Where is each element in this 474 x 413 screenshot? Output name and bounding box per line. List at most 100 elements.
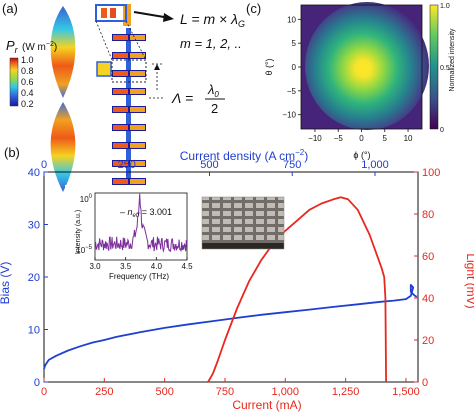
pr-unit: (W m−2) — [22, 41, 57, 53]
grating-segment — [130, 125, 145, 130]
grating-bar — [112, 88, 146, 95]
panel-b: (b) Current density (A cm−2) 0 250 500 750 1… — [0, 145, 474, 412]
pr-colorbar — [9, 57, 19, 107]
left-y-tick-label: 40 — [28, 167, 40, 179]
eq-mode-order: m = 1, 2, .. — [180, 36, 242, 51]
x-tick-label: 1,250 — [332, 386, 360, 398]
eq-period-denominator: 2 — [211, 101, 218, 116]
mode-lobe-top — [50, 6, 76, 98]
grating-segment — [130, 35, 145, 40]
pr-colorbar-tick: 0.2 — [21, 99, 34, 109]
inset-frame — [94, 192, 188, 261]
panel-b-label: (b) — [4, 145, 20, 160]
far-field-x-tick-label: 10 — [404, 134, 413, 143]
left-axis-title: Bias (V) — [0, 262, 12, 305]
grating-bar — [112, 70, 146, 77]
intensity-colorbar-tick: 1.0 — [440, 3, 450, 10]
far-field-y-tick-label: −10 — [282, 111, 296, 120]
grating-segment — [130, 53, 145, 58]
pr-colorbar-tick: 0.6 — [21, 77, 34, 87]
left-y-tick-label: 0 — [34, 377, 40, 389]
grating-bar — [112, 178, 146, 185]
intensity-colorbar — [429, 4, 439, 130]
inset-y-tick-label: 10−5 — [76, 245, 92, 255]
inset-y-tick-label: 100 — [80, 194, 93, 204]
device-schematic — [95, 4, 147, 193]
grating-segment — [113, 107, 128, 112]
inset-annotation: – neff = 3.001 — [120, 207, 172, 219]
panel-a-label: (a) — [2, 1, 18, 16]
grating-bar — [112, 160, 146, 167]
top-x-tick-label: 1,000 — [361, 159, 389, 171]
far-field-xlabel: ϕ (°) — [353, 150, 370, 160]
grating-bar — [112, 142, 146, 149]
far-field-x-tick-label: −10 — [308, 134, 322, 143]
inset-xlabel: Frequency (THz) — [109, 272, 169, 281]
far-field-y-tick-label: −5 — [287, 87, 297, 96]
far-field-x-tick-label: −5 — [334, 134, 344, 143]
grating-segment — [130, 179, 145, 184]
grating-segment — [113, 53, 128, 58]
top-axis-title: Current density (A cm−2) — [180, 148, 309, 163]
grating-bar — [112, 34, 146, 41]
right-y-tick-label: 20 — [422, 335, 434, 347]
pr-colorbar-tick: 0.4 — [21, 88, 34, 98]
x-tick-label: 750 — [216, 386, 234, 398]
intensity-colorbar-tick: 0 — [440, 127, 444, 134]
far-field-y-tick-label: 5 — [292, 39, 297, 48]
grating-segment — [113, 179, 128, 184]
panel-c-label: (c) — [246, 1, 261, 16]
intensity-colorbar-tick: 0.5 — [440, 65, 450, 72]
x-tick-label: 500 — [155, 386, 173, 398]
inset-spectrum: 3.0 3.5 4.0 4.5 100 10−5 – neff = 3.001 Frequ… — [65, 185, 205, 281]
light-curve — [207, 196, 387, 383]
inset-ylabel: Intensity (a.u.) — [75, 210, 82, 254]
bias-curve — [43, 284, 418, 370]
grating-segment — [113, 89, 128, 94]
grating-segment — [113, 125, 128, 130]
inset-x-tick-label: 4.5 — [181, 262, 193, 271]
x-axis-title: Current (mA) — [232, 398, 301, 412]
right-y-tick-label: 80 — [422, 209, 434, 221]
far-field-ylabel: θ (°) — [264, 58, 274, 75]
grating-segment — [113, 71, 128, 76]
eq-cavity-length: L = m × λG — [180, 11, 245, 29]
pr-colorbar-ticks: 1.00.80.60.40.2 — [21, 55, 34, 109]
left-y-tick-label: 30 — [28, 220, 40, 232]
eq-period-numerator: λ0 — [207, 82, 219, 99]
far-field-y-tick-label: 0 — [292, 63, 297, 72]
grating-bar — [112, 106, 146, 113]
pr-colorbar-tick: 0.8 — [21, 66, 34, 76]
grating-segment — [130, 143, 145, 148]
x-tick-label: 250 — [95, 386, 113, 398]
spectrum-curve — [94, 193, 188, 253]
right-y-tick-label: 100 — [422, 167, 440, 179]
grating-segment — [130, 71, 145, 76]
top-x-tick-label: 250 — [118, 159, 136, 171]
x-tick-label: 0 — [41, 386, 47, 398]
right-y-tick-label: 60 — [422, 251, 434, 263]
x-tick-label: 1,000 — [272, 386, 300, 398]
mode-lobe-bottom — [50, 102, 76, 192]
left-y-tick-label: 20 — [28, 272, 40, 284]
top-x-tick-label: 750 — [283, 159, 301, 171]
far-field-beam — [305, 2, 429, 130]
far-field-x-tick-label: 0 — [359, 134, 364, 143]
grating-segment — [113, 161, 128, 166]
right-axis-title: Light (mV) — [464, 253, 474, 308]
main-plot: 0 250 500 750 1,000 1,250 1,500 0 250 500 750 1,000… — [28, 159, 441, 398]
right-y-tick-label: 40 — [422, 293, 434, 305]
inset-x-tick-label: 3.0 — [89, 262, 101, 271]
eq-period: Λ = — [171, 90, 193, 106]
inset-x-tick-label: 3.5 — [120, 262, 132, 271]
grating-segment — [130, 107, 145, 112]
left-y-tick-label: 10 — [28, 325, 40, 337]
inset-device-photo — [201, 196, 285, 250]
far-field-axes: −10 −5 0 5 10 10 5 0 −5 −10 1.0 0.5 0 — [282, 3, 449, 143]
panel-a: (a) Pr (W m−2) 1.00.80.60.40.2 — [2, 1, 245, 193]
x-tick-label: 1,500 — [392, 386, 420, 398]
grating-bar — [112, 124, 146, 131]
top-x-tick-label: 500 — [200, 159, 218, 171]
panel-c: (c) −10 −5 0 5 10 10 5 0 −5 −10 1.0 0.5 0 ϕ (°) θ (°… — [246, 1, 456, 160]
